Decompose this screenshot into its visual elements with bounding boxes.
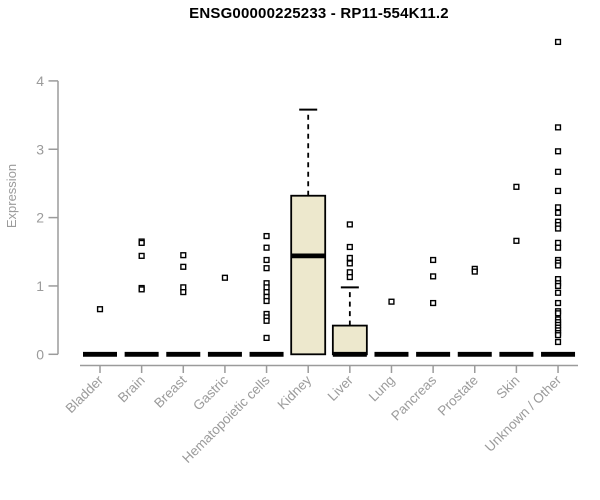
outlier-point xyxy=(263,284,270,291)
outlier-point xyxy=(471,268,478,275)
box xyxy=(290,194,327,356)
outlier-point xyxy=(554,38,562,46)
y-tick-label: 1 xyxy=(36,278,44,294)
outlier-point xyxy=(554,282,562,290)
x-tick-label: Pancreas xyxy=(388,372,439,423)
outlier-point xyxy=(138,239,145,246)
x-tick-label: Unknown / Other xyxy=(482,372,565,455)
outlier-point xyxy=(263,265,270,272)
x-tick-label: Gastric xyxy=(190,372,231,413)
outlier-point xyxy=(96,306,104,313)
x-tick-label: Bladder xyxy=(63,372,107,416)
outlier-point xyxy=(263,317,270,324)
outlier-point xyxy=(263,289,270,296)
outlier-point xyxy=(138,286,145,293)
y-tick-label: 0 xyxy=(36,346,44,362)
outlier-point xyxy=(346,221,353,228)
outlier-point xyxy=(513,183,520,190)
outlier-point xyxy=(554,239,562,246)
box xyxy=(331,324,368,356)
outlier-point xyxy=(554,244,562,251)
outlier-point xyxy=(263,256,270,264)
y-tick-label: 3 xyxy=(36,141,44,157)
y-tick-label: 4 xyxy=(36,73,44,89)
outlier-point xyxy=(554,262,562,269)
outlier-point xyxy=(221,274,229,281)
x-tick-label: Brain xyxy=(115,373,148,406)
outlier-point xyxy=(346,254,353,262)
outlier-point xyxy=(554,225,562,232)
outlier-point xyxy=(138,252,145,259)
y-tick-label: 2 xyxy=(36,210,44,226)
outlier-point xyxy=(180,263,187,270)
outlier-point xyxy=(346,269,353,276)
outlier-point xyxy=(554,310,562,317)
outlier-point xyxy=(554,124,562,131)
outlier-point xyxy=(513,237,520,244)
outlier-point xyxy=(346,273,353,281)
outlier-point xyxy=(554,209,562,216)
outlier-point xyxy=(430,299,437,307)
x-tick-label: Skin xyxy=(493,373,522,402)
x-tick-label: Lung xyxy=(366,373,398,405)
outlier-point xyxy=(430,256,437,264)
outlier-point xyxy=(346,243,353,251)
outlier-point xyxy=(554,187,562,195)
outlier-point xyxy=(430,273,437,280)
outlier-point xyxy=(554,168,562,175)
outlier-point xyxy=(263,244,270,251)
chart-title: ENSG00000225233 - RP11-554K11.2 xyxy=(189,5,449,22)
outlier-point xyxy=(554,204,562,211)
x-tick-label: Liver xyxy=(325,372,357,404)
outlier-point xyxy=(180,289,187,296)
outlier-point xyxy=(554,299,562,307)
outlier-point xyxy=(263,232,270,240)
x-tick-label: Breast xyxy=(151,372,189,410)
outlier-point xyxy=(263,334,270,341)
x-tick-label: Kidney xyxy=(275,372,315,412)
outlier-point xyxy=(554,332,562,339)
outlier-point xyxy=(554,338,562,346)
outlier-point xyxy=(180,284,187,291)
outlier-point xyxy=(346,260,353,267)
outlier-point xyxy=(388,298,395,305)
outlier-point xyxy=(554,148,562,155)
outlier-point xyxy=(554,289,562,296)
outlier-point xyxy=(263,297,270,305)
x-tick-label: Prostate xyxy=(435,373,481,419)
outlier-point xyxy=(180,252,187,259)
